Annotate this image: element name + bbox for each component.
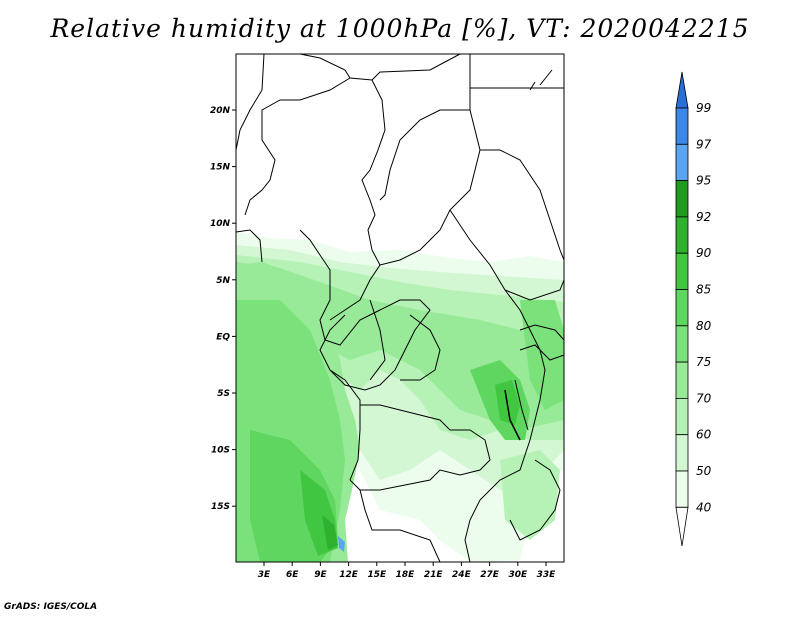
colorbar-label: 40 xyxy=(696,500,712,514)
colorbar-label: 75 xyxy=(696,355,711,369)
colorbar-label: 90 xyxy=(696,246,712,260)
colorbar-label: 92 xyxy=(696,210,711,224)
colorbar-label: 60 xyxy=(696,428,712,442)
lon-tick-label: 24E xyxy=(452,570,472,580)
colorbar-segment xyxy=(675,397,689,436)
colorbar-label: 70 xyxy=(696,391,712,405)
lat-tick-label: 5S xyxy=(217,389,230,399)
colorbar-label: 99 xyxy=(696,101,711,115)
humidity-field xyxy=(236,54,564,562)
colorbar-segment xyxy=(675,325,689,363)
colorbar-segment xyxy=(675,289,689,327)
map-title: Relative humidity at 1000hPa [%], VT: 20… xyxy=(50,14,750,43)
lat-tick-label: 15N xyxy=(210,163,231,173)
colorbar-segment xyxy=(675,216,689,254)
map-frame xyxy=(235,53,565,563)
colorbar-segment xyxy=(675,434,689,472)
colorbar-label: 85 xyxy=(696,283,711,297)
colorbar-label: 80 xyxy=(696,319,712,333)
lat-tick-label: 10S xyxy=(211,446,230,456)
ocean-90-region xyxy=(322,515,338,550)
lat-tick-label: 20N xyxy=(210,106,231,116)
colorbar-top-arrow xyxy=(675,71,689,109)
lon-tick-label: 3E xyxy=(258,570,271,580)
longitude-axis: 3E 6E 9E 12E 15E 18E 21E 24E 27E 30E 33E xyxy=(258,562,556,580)
lon-tick-label: 9E xyxy=(314,570,327,580)
colorbar: 99 97 95 92 90 85 80 75 70 60 50 40 xyxy=(675,71,712,547)
lon-tick-label: 15E xyxy=(367,570,387,580)
lon-tick-label: 33E xyxy=(537,570,557,580)
colorbar-label: 50 xyxy=(696,464,712,478)
lon-tick-label: 21E xyxy=(424,570,444,580)
colorbar-segment xyxy=(675,470,689,508)
colorbar-segment xyxy=(675,252,689,290)
lat-tick-label: 10N xyxy=(210,219,231,229)
lon-tick-label: 30E xyxy=(508,570,528,580)
ocean-95-region xyxy=(338,536,345,552)
lat-tick-label: 5N xyxy=(216,276,230,286)
lat-tick-label: 15S xyxy=(211,502,230,512)
lon-tick-label: 27E xyxy=(480,570,500,580)
colorbar-segment xyxy=(675,143,689,182)
east-75-region xyxy=(520,300,564,410)
colorbar-bottom-arrow xyxy=(675,506,689,547)
colorbar-segment xyxy=(675,107,689,145)
colorbar-segment xyxy=(675,361,689,399)
lon-tick-label: 6E xyxy=(286,570,299,580)
lon-tick-label: 18E xyxy=(396,570,416,580)
colorbar-segment xyxy=(675,180,689,218)
grads-credit: GrADS: IGES/COLA xyxy=(4,602,98,612)
colorbar-label: 95 xyxy=(696,174,711,188)
latitude-axis: 20N 15N 10N 5N EQ 5S 10S 15S xyxy=(210,106,236,512)
lat-tick-label: EQ xyxy=(216,332,230,342)
colorbar-label: 97 xyxy=(696,137,712,151)
country-borders xyxy=(235,53,565,563)
lon-tick-label: 12E xyxy=(339,570,359,580)
